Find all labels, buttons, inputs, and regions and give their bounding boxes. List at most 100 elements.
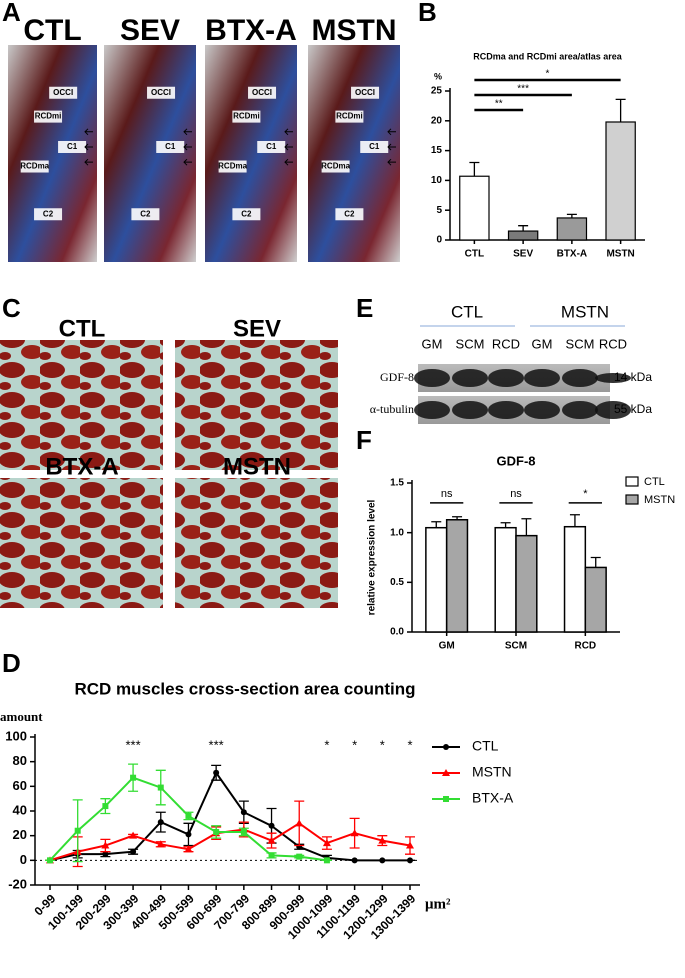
- size-label: 55 kDa: [614, 402, 652, 416]
- arrow: [183, 143, 192, 151]
- significance-label: *: [583, 488, 588, 500]
- arrow: [284, 128, 293, 136]
- marker: [296, 853, 303, 860]
- marker: [323, 857, 330, 864]
- legend-marker: [443, 796, 449, 802]
- annotation-box: [335, 208, 364, 221]
- bar: [556, 217, 588, 241]
- histology-image: [0, 340, 163, 470]
- legend-marker: [442, 769, 450, 776]
- marker: [407, 857, 413, 864]
- y-tick-label: 1.0: [390, 527, 404, 538]
- y-tick-label: 10: [431, 175, 443, 186]
- error-bar: [569, 514, 580, 527]
- lane-label: SCM: [566, 336, 595, 351]
- annotation-box: [232, 208, 261, 221]
- significance-label: ***: [517, 84, 529, 95]
- image-label: MSTN: [223, 453, 291, 480]
- annotation: C2: [344, 209, 355, 218]
- annotation: OCCI: [151, 88, 171, 97]
- group-label: CTL: [451, 302, 483, 321]
- annotation-box: [49, 86, 78, 99]
- size-label: 14 kDa: [614, 370, 652, 384]
- blot-band: [524, 369, 560, 387]
- significance-label: *: [324, 737, 329, 752]
- histology-image: [8, 45, 97, 262]
- y-tick-label: 0.5: [390, 577, 404, 588]
- marker: [379, 857, 386, 864]
- annotation: C1: [67, 142, 78, 151]
- y-tick-label: 0: [436, 235, 442, 246]
- annotation: C1: [165, 142, 176, 151]
- significance-label: ns: [510, 488, 522, 500]
- annotation-box: [248, 86, 277, 99]
- bar: [494, 526, 517, 633]
- group-label: MSTN: [561, 302, 609, 321]
- error-bar: [521, 518, 532, 536]
- histology-image: [205, 45, 297, 262]
- marker: [129, 831, 138, 839]
- error-bar: [615, 98, 626, 122]
- annotation-box: [20, 160, 49, 173]
- bar: [584, 566, 607, 633]
- blot-band: [524, 401, 560, 419]
- annotation-box: [232, 110, 261, 123]
- annotation-box: [321, 160, 350, 173]
- marker: [130, 774, 137, 781]
- histology-image: [175, 340, 338, 470]
- bar: [563, 525, 587, 633]
- marker: [102, 803, 109, 810]
- legend-swatch: [625, 494, 639, 505]
- marker: [240, 828, 247, 835]
- x-tick-label: RCD: [574, 641, 596, 652]
- x-tick-label: CTL: [465, 249, 484, 260]
- histology-image: [175, 478, 338, 608]
- significance-label: *: [352, 737, 357, 752]
- row-label: α-tubulin: [370, 402, 414, 416]
- annotation: OCCI: [252, 88, 272, 97]
- error-bar: [500, 522, 511, 528]
- y-tick-label: 40: [13, 802, 27, 817]
- error-bar: [500, 522, 511, 528]
- image-label: MSTN: [312, 14, 397, 47]
- chart-title: RCD muscles cross-section area counting: [74, 679, 415, 698]
- marker: [156, 840, 165, 848]
- lane-label: RCD: [599, 336, 627, 351]
- arrow: [387, 158, 396, 166]
- error-bar: [431, 521, 442, 528]
- arrow: [84, 128, 93, 136]
- error-bar: [521, 518, 532, 536]
- marker: [47, 857, 53, 864]
- marker: [268, 852, 275, 859]
- panel-label: C: [2, 293, 21, 323]
- image-label: BTX-A: [205, 14, 297, 47]
- y-tick-label: -20: [8, 876, 27, 891]
- marker: [406, 841, 414, 849]
- annotation-box: [34, 110, 63, 123]
- annotation: C2: [140, 209, 151, 218]
- x-tick-label: GM: [439, 641, 455, 652]
- significance-label: ***: [209, 737, 224, 752]
- y-tick-label: 15: [431, 145, 443, 156]
- arrow: [84, 143, 93, 151]
- annotation: OCCI: [355, 88, 375, 97]
- panel-label: F: [356, 425, 372, 455]
- marker: [350, 829, 359, 837]
- marker: [185, 812, 192, 819]
- marker: [184, 845, 193, 853]
- annotation-box: [156, 140, 185, 153]
- error-bar: [590, 556, 601, 568]
- histology-image: [0, 478, 163, 608]
- annotation: C1: [266, 142, 277, 151]
- annotation: RCDmi: [35, 112, 62, 121]
- legend-label: MSTN: [644, 494, 675, 506]
- image-label: SEV: [120, 14, 180, 47]
- annotation: RCDmi: [336, 112, 363, 121]
- marker: [213, 828, 220, 835]
- error-bar: [518, 225, 529, 232]
- image-label: CTL: [23, 14, 81, 47]
- blot-band: [452, 401, 488, 419]
- bar: [445, 519, 469, 633]
- error-bar: [518, 225, 529, 232]
- histology-image: [104, 45, 196, 262]
